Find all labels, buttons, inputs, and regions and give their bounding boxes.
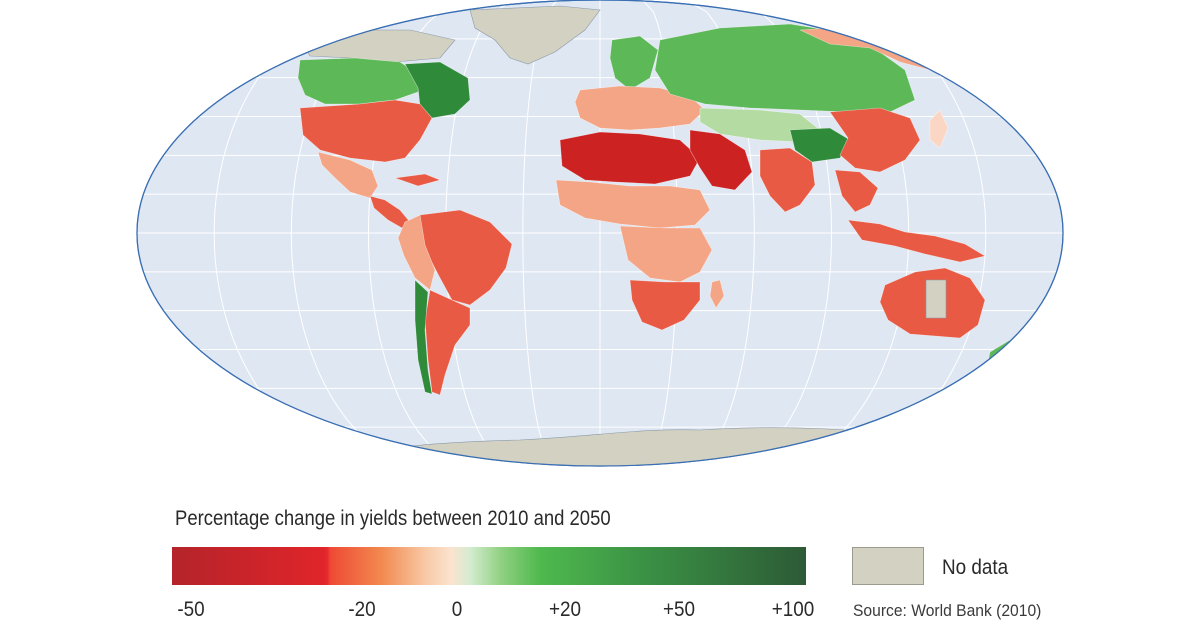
no-data-label: No data — [942, 556, 1009, 579]
region-eastern-canada — [404, 61, 471, 119]
legend-title: Percentage change in yields between 2010… — [175, 507, 611, 530]
region-united-states — [299, 99, 433, 163]
region-south-asia — [759, 147, 816, 213]
region-mexico — [317, 151, 379, 199]
region-canada — [297, 57, 421, 105]
region-tibet — [789, 127, 851, 163]
no-data-swatch — [852, 547, 924, 585]
region-indonesia — [847, 219, 986, 263]
region-caribbean — [394, 173, 441, 187]
region-scandinavia — [609, 35, 659, 91]
region-chile — [414, 279, 433, 395]
region-europe — [574, 85, 706, 131]
region-southern-cone — [424, 289, 471, 396]
region-middle-east — [689, 129, 753, 191]
region-north-africa — [559, 131, 701, 185]
scale-tick-label: +100 — [772, 598, 815, 621]
graticule — [137, 0, 1063, 466]
graticule-meridian — [213, 0, 388, 466]
region-southern-africa — [629, 279, 701, 331]
region-russia — [654, 23, 916, 113]
scale-tick-label: -20 — [348, 598, 376, 621]
source-note: Source: World Bank (2010) — [853, 601, 1042, 620]
scale-tick-label: +50 — [663, 598, 696, 621]
scale-tick-label: 0 — [452, 598, 463, 621]
region-japan — [929, 109, 949, 149]
scale-tick-label: -50 — [177, 598, 205, 621]
region-southeast-asia — [834, 169, 879, 213]
scale-tick-label: +20 — [549, 598, 582, 621]
graticule-meridian — [812, 0, 987, 466]
region-central-australia — [925, 279, 947, 319]
region-greenland — [469, 5, 601, 65]
world-map — [136, 0, 1064, 467]
region-central-africa — [619, 225, 713, 283]
region-sahel — [555, 179, 711, 229]
region-china — [829, 107, 921, 173]
graticule-meridian — [522, 0, 558, 466]
color-scale-bar — [172, 547, 806, 585]
region-madagascar — [709, 279, 725, 309]
